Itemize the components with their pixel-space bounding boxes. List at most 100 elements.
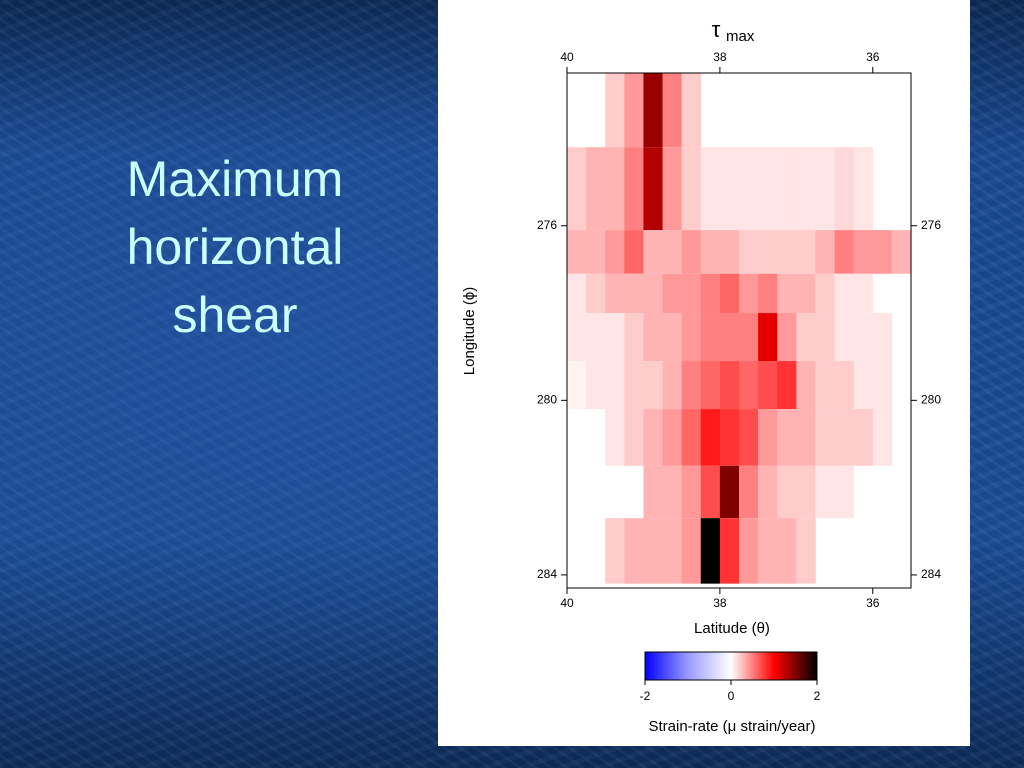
heatmap-cell — [567, 361, 587, 410]
heatmap-cell — [700, 147, 721, 231]
heatmap-cell — [605, 147, 625, 231]
heatmap-cell — [815, 313, 835, 362]
heatmap-cell — [739, 465, 759, 519]
heatmap-cell — [605, 273, 625, 314]
heatmap-cell — [681, 230, 702, 274]
heatmap-cell — [796, 230, 816, 274]
x-tick-label: 40 — [560, 596, 574, 610]
heatmap-cell — [777, 518, 797, 584]
heatmap-cell — [605, 409, 625, 466]
heatmap-cell — [739, 518, 759, 584]
heatmap-cell — [624, 313, 644, 362]
heatmap-cell — [662, 313, 682, 362]
y-axis-label: Longitude (ϕ) — [461, 287, 478, 375]
slide-title: Maximum horizontal shear — [60, 145, 410, 349]
x-tick-label: 40 — [560, 50, 574, 64]
heatmap-cell — [739, 230, 759, 274]
heatmap-cell — [662, 147, 682, 231]
heatmap-cell — [719, 273, 740, 314]
heatmap-cell — [777, 409, 797, 466]
heatmap-cell — [719, 361, 740, 410]
heatmap-cell — [719, 409, 740, 466]
heatmap-cell — [643, 230, 663, 274]
x-tick-label: 38 — [713, 50, 727, 64]
heatmap-cell — [700, 230, 721, 274]
heatmap-cell — [739, 409, 759, 466]
heatmap-cell — [719, 147, 740, 231]
heatmap-cell — [700, 518, 721, 584]
heatmap-cell — [643, 465, 663, 519]
colorbar — [644, 651, 818, 681]
heatmap-cell — [834, 147, 854, 231]
heatmap-cell — [662, 518, 682, 584]
heatmap-cell — [796, 361, 816, 410]
heatmap-cell — [567, 147, 587, 231]
heatmap-cell — [662, 361, 682, 410]
x-axis-label: Latitude (θ) — [694, 620, 770, 637]
heatmap-cell — [586, 230, 606, 274]
y-tick-label: 284 — [921, 567, 941, 581]
heatmap-cell — [643, 147, 663, 231]
heatmap-cell — [739, 361, 759, 410]
heatmap-cell — [815, 230, 835, 274]
heatmap-cell — [758, 313, 778, 362]
heatmap-cell — [719, 230, 740, 274]
heatmap-cell — [624, 361, 644, 410]
heatmap-cell — [853, 273, 874, 314]
heatmap-cell — [681, 361, 702, 410]
heatmap-cell — [700, 361, 721, 410]
heatmap-cell — [605, 313, 625, 362]
heatmap-cell — [834, 230, 854, 274]
colorbar-tick-label: 0 — [728, 689, 735, 703]
heatmap-cell — [567, 230, 587, 274]
title-line: shear — [172, 287, 298, 343]
heatmap-cell — [758, 230, 778, 274]
heatmap-cell — [872, 230, 893, 274]
x-tick-label: 38 — [713, 596, 727, 610]
heatmap-cell — [586, 313, 606, 362]
heatmap-cell — [624, 147, 644, 231]
heatmap-cell — [834, 465, 854, 519]
figure-panel: τ max Latitude (θ) Longitude (ϕ) Strain-… — [438, 0, 970, 746]
heatmap-cell — [662, 409, 682, 466]
heatmap-cell — [853, 361, 874, 410]
heatmap-cell — [681, 313, 702, 362]
heatmap-cell — [796, 465, 816, 519]
heatmap-cell — [758, 518, 778, 584]
heatmap-cell — [758, 409, 778, 466]
colorbar-tick-label: -2 — [640, 689, 651, 703]
heatmap-cell — [815, 465, 835, 519]
heatmap-cell — [624, 273, 644, 314]
heatmap-cell — [815, 147, 835, 231]
heatmap-cell — [834, 361, 854, 410]
heatmap-cell — [777, 230, 797, 274]
heatmap-cell — [586, 273, 606, 314]
heatmap-cell — [872, 313, 893, 362]
heatmap-cell — [643, 409, 663, 466]
heatmap-cell — [777, 465, 797, 519]
heatmap-cell — [853, 409, 874, 466]
heatmap-cell — [796, 147, 816, 231]
heatmap-cell — [834, 313, 854, 362]
heatmap-cell — [758, 465, 778, 519]
plot-frame — [566, 72, 912, 589]
chart-title: τ — [712, 17, 721, 42]
heatmap-cell — [815, 361, 835, 410]
chart-title-subscript: max — [726, 28, 755, 45]
y-tick-label: 276 — [537, 218, 557, 232]
heatmap-cell — [872, 361, 893, 410]
heatmap-cell — [777, 147, 797, 231]
heatmap-cell — [777, 313, 797, 362]
heatmap-cell — [700, 409, 721, 466]
heatmap-cell — [662, 230, 682, 274]
heatmap-cell — [681, 465, 702, 519]
heatmap-cell — [643, 361, 663, 410]
y-tick-label: 284 — [537, 567, 557, 581]
title-line: horizontal — [126, 219, 344, 275]
heatmap-cell — [567, 273, 587, 314]
heatmap-cell — [605, 230, 625, 274]
heatmap-cell — [662, 73, 682, 148]
heatmap-cell — [643, 273, 663, 314]
heatmap-cell — [605, 518, 625, 584]
heatmap-cell — [605, 73, 625, 148]
